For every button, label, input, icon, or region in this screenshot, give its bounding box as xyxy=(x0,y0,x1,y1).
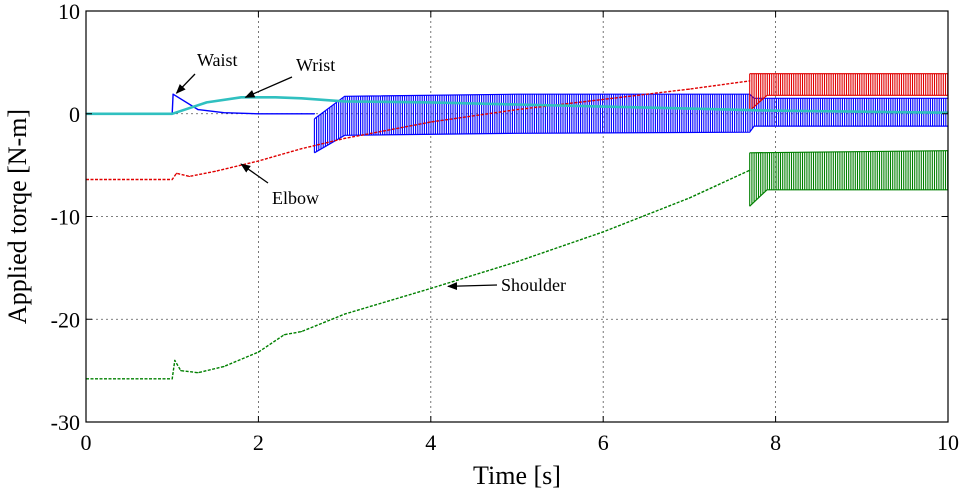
series-shoulder-point xyxy=(180,370,182,372)
series-shoulder-lower-envelope xyxy=(749,189,948,207)
series-shoulder-point xyxy=(223,365,225,368)
series-elbow-point xyxy=(688,88,691,90)
series-shoulder-point xyxy=(430,287,432,290)
series-waist-point xyxy=(313,113,316,115)
series-elbow-point xyxy=(344,137,346,140)
series-elbow-point xyxy=(257,160,259,162)
series-wrist-point xyxy=(344,100,346,103)
x-axis-title: Time [s] xyxy=(473,461,561,490)
y-tick-label: -10 xyxy=(51,205,80,230)
series-waist-point xyxy=(172,93,174,95)
annotation-waist-label: Waist xyxy=(197,50,238,70)
y-tick-label: 10 xyxy=(58,0,80,24)
series-shoulder-point xyxy=(174,359,176,361)
x-tick-label: 8 xyxy=(770,430,781,455)
series-shoulder-point xyxy=(283,334,285,336)
series-elbow-point xyxy=(602,98,604,100)
series-wrist-line xyxy=(86,96,949,116)
annotation-elbow-arrow xyxy=(240,163,269,184)
series-elbow-point xyxy=(749,80,751,82)
series-shoulder-point xyxy=(344,313,346,315)
series-shoulder-point xyxy=(257,351,259,353)
series-shoulder-point xyxy=(688,197,691,199)
series-shoulder-point xyxy=(602,231,604,233)
series-elbow-point xyxy=(175,172,178,174)
series-elbow-point xyxy=(171,178,173,181)
annotation-shoulder-label: Shoulder xyxy=(501,275,566,295)
series-elbow-point xyxy=(430,121,432,123)
series-wrist-point xyxy=(300,97,303,99)
x-tick-label: 6 xyxy=(598,430,609,455)
y-tick-label: 0 xyxy=(69,102,80,127)
series-elbow-point xyxy=(300,148,303,150)
series-shoulder-point xyxy=(516,261,518,263)
series-elbow-point xyxy=(214,170,216,172)
series-shoulder-point xyxy=(300,330,303,333)
series-waist-lower-envelope xyxy=(314,125,948,154)
series-waist-point xyxy=(223,112,225,114)
annotation-shoulder-arrow xyxy=(447,282,498,291)
x-tick-label: 10 xyxy=(937,430,959,455)
series-shoulder-oscillation xyxy=(749,150,949,207)
x-tick-label: 2 xyxy=(253,430,264,455)
grid xyxy=(86,11,948,422)
annotation-waist-arrow xyxy=(175,73,196,94)
series-shoulder-point xyxy=(171,378,173,380)
series-wrist-point xyxy=(516,103,518,106)
series-shoulder-point xyxy=(749,169,751,171)
x-tick-label: 4 xyxy=(425,430,436,455)
y-tick-label: -20 xyxy=(51,307,80,332)
series-waist-point xyxy=(197,109,199,111)
series-elbow-oscillation xyxy=(749,73,949,111)
series-waist-point xyxy=(300,113,303,115)
series-wrist-point xyxy=(430,101,432,104)
annotations: Waist Wrist Elbow Shoulder xyxy=(175,50,566,295)
series-shoulder-upper-envelope xyxy=(749,150,949,154)
series-wrist-point xyxy=(688,108,691,110)
y-tick-label: -30 xyxy=(51,410,80,435)
series-elbow-point xyxy=(516,109,518,111)
series-elbow-line xyxy=(86,80,750,181)
series-wrist-point xyxy=(275,96,277,98)
x-tick-label: 0 xyxy=(81,430,92,455)
series-waist-line xyxy=(86,93,315,115)
series-elbow-point xyxy=(387,129,389,131)
axes: 0 2 4 6 8 10 -30 -20 -10 0 10 xyxy=(51,0,959,455)
y-axis-title: Applied torqe [N-m] xyxy=(3,109,32,324)
series-elbow-lower-envelope xyxy=(749,94,948,112)
annotation-wrist-label: Wrist xyxy=(296,55,335,75)
series-wrist-point xyxy=(171,113,173,115)
series-group xyxy=(85,73,949,380)
annotation-wrist-arrow xyxy=(244,76,293,98)
series-wrist-point xyxy=(775,110,777,112)
series-elbow-point xyxy=(188,175,191,178)
series-waist-point xyxy=(257,113,259,115)
series-wrist-point xyxy=(240,96,242,98)
annotation-elbow-label: Elbow xyxy=(272,188,319,208)
series-wrist-point xyxy=(861,111,863,113)
series-wrist-point xyxy=(602,105,604,108)
series-shoulder-line xyxy=(86,169,750,380)
series-wrist-point xyxy=(206,101,208,104)
series-shoulder-point xyxy=(197,372,199,374)
